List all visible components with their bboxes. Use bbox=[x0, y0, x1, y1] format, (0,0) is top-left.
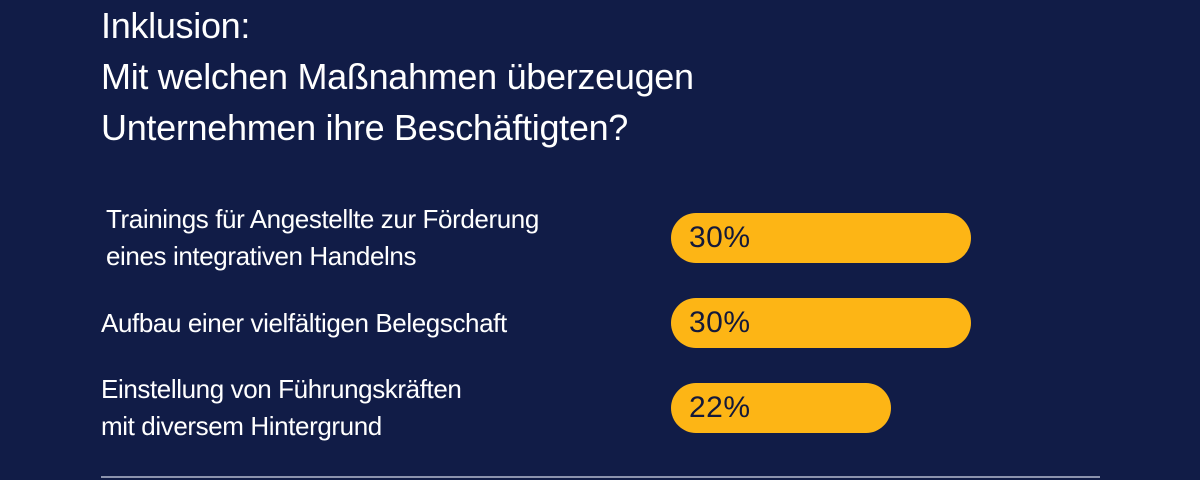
bar: 22% bbox=[671, 383, 891, 433]
chart-title: Inklusion: Mit welchen Maßnahmen überzeu… bbox=[101, 0, 1001, 153]
bar: 30% bbox=[671, 298, 971, 348]
title-line-2: Mit welchen Maßnahmen überzeugen bbox=[101, 56, 694, 97]
category-label: Trainings für Angestellte zur Förderung … bbox=[106, 204, 539, 271]
value-label: 30% bbox=[689, 306, 751, 339]
category-label: Aufbau einer vielfältigen Belegschaft bbox=[101, 307, 507, 338]
category-label: Einstellung von Führungskräften mit dive… bbox=[101, 374, 462, 441]
value-label: 22% bbox=[689, 391, 751, 424]
bottom-divider bbox=[101, 476, 1100, 478]
bar: 30% bbox=[671, 213, 971, 263]
value-label: 30% bbox=[689, 221, 751, 254]
title-line-3: Unternehmen ihre Beschäftigten? bbox=[101, 107, 629, 148]
title-line-1: Inklusion: bbox=[101, 5, 251, 46]
